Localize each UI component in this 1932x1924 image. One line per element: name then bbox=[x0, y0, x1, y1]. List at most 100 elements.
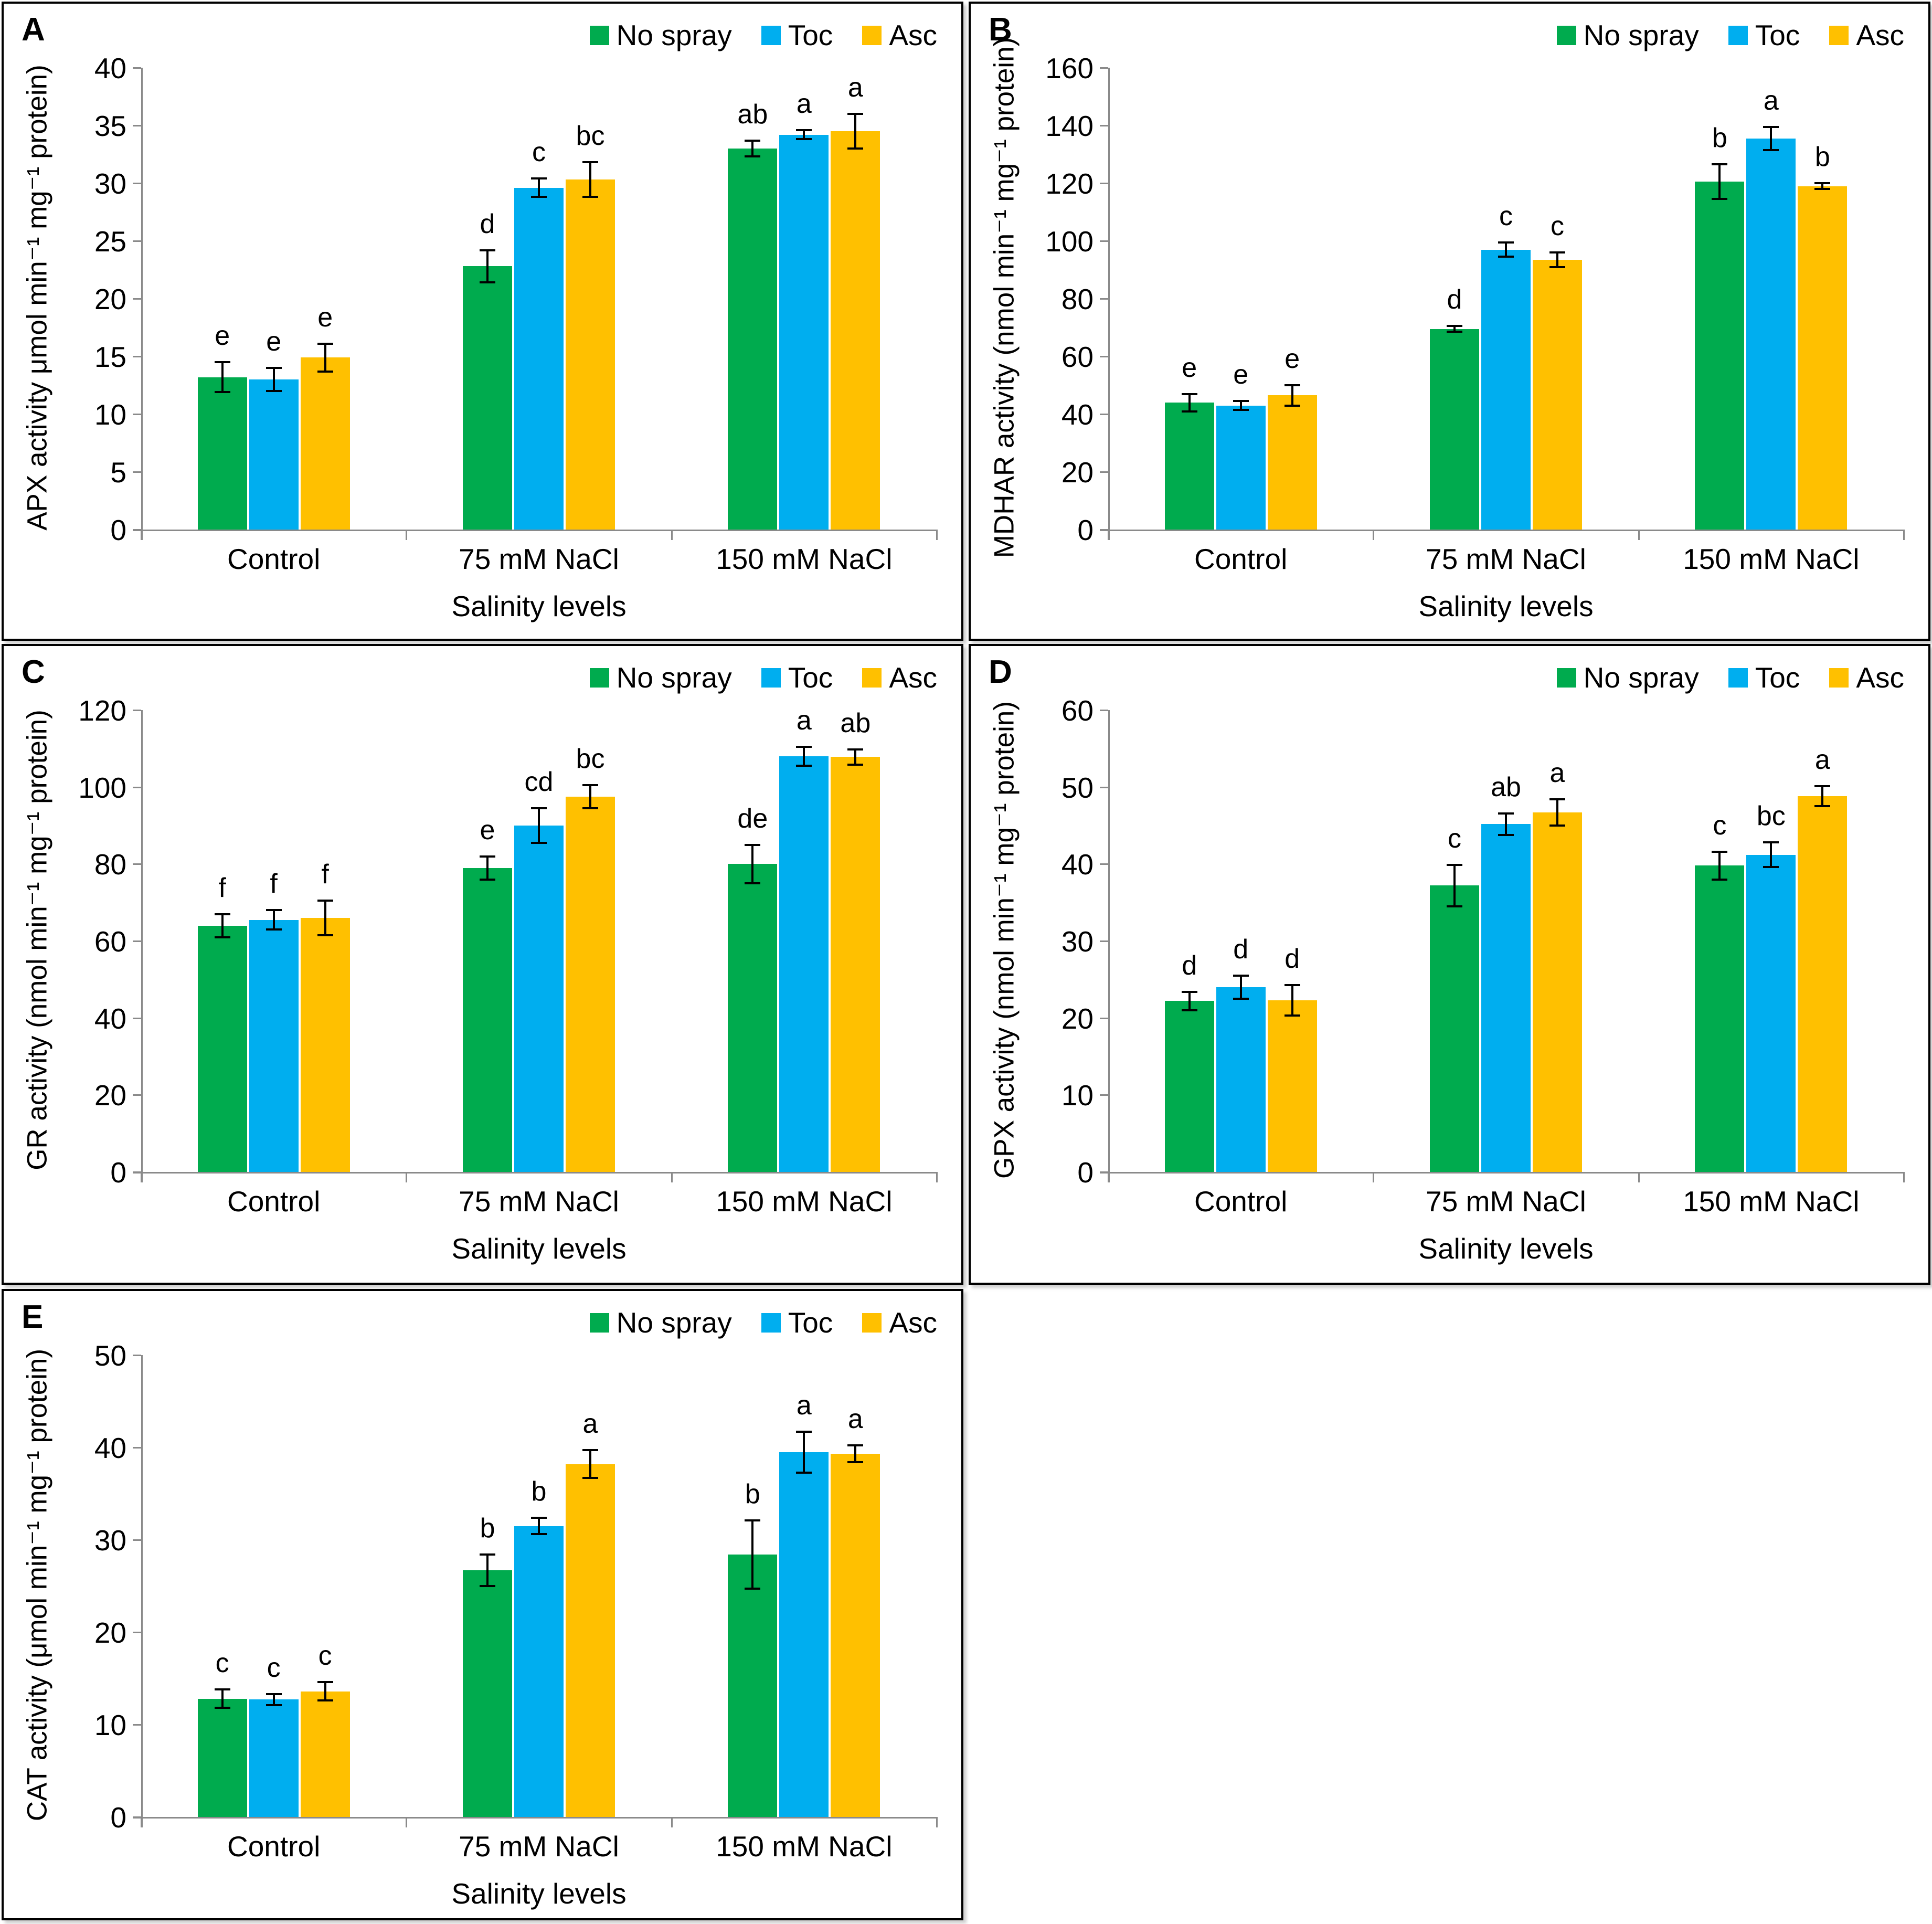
y-tick-label: 5 bbox=[110, 456, 126, 489]
x-tick bbox=[141, 1817, 142, 1827]
significance-letter: f bbox=[270, 869, 278, 900]
bar-asc-1 bbox=[566, 797, 615, 1172]
significance-letter: b bbox=[1814, 142, 1830, 172]
legend-swatch-toc-icon bbox=[1728, 25, 1748, 45]
legend-swatch-no-spray-icon bbox=[589, 25, 609, 45]
error-bar-line bbox=[1188, 394, 1191, 411]
bar-no-spray-2 bbox=[728, 864, 778, 1172]
y-tick bbox=[1100, 298, 1108, 300]
error-bar-line bbox=[272, 910, 275, 929]
bar-asc-0 bbox=[300, 918, 350, 1172]
y-tick-label: 120 bbox=[1045, 167, 1094, 200]
error-bar-cap-bottom bbox=[317, 370, 333, 373]
error-bar-line bbox=[1718, 164, 1721, 199]
error-bar-cap-bottom bbox=[317, 1699, 333, 1702]
y-tick-label: 40 bbox=[94, 1432, 126, 1464]
error-bar-cap-bottom bbox=[796, 1471, 812, 1474]
x-axis-title: Salinity levels bbox=[1418, 590, 1594, 622]
error-bar-cap-top bbox=[214, 1688, 230, 1691]
legend-label-no-spray: No spray bbox=[616, 19, 732, 51]
y-axis-line bbox=[141, 710, 143, 1182]
bar-toc-2 bbox=[779, 756, 829, 1172]
y-tick-label: 60 bbox=[1061, 694, 1094, 727]
bar-no-spray-2 bbox=[728, 1555, 778, 1817]
x-tick bbox=[1108, 530, 1109, 540]
legend-label-no-spray: No spray bbox=[1583, 19, 1699, 51]
x-axis-line bbox=[133, 1172, 937, 1174]
significance-letter: c bbox=[215, 1648, 229, 1679]
y-tick-label: 0 bbox=[110, 1156, 126, 1189]
error-bar-line bbox=[803, 746, 805, 766]
error-bar-cap-top bbox=[1233, 400, 1249, 403]
y-tick bbox=[1100, 1171, 1108, 1173]
panel-label-A: A bbox=[22, 12, 45, 48]
x-axis-line bbox=[133, 1817, 937, 1819]
error-bar-cap-top bbox=[847, 1444, 864, 1447]
legend-label-no-spray: No spray bbox=[1583, 661, 1699, 694]
error-bar-cap-top bbox=[796, 129, 812, 131]
error-bar-line bbox=[486, 856, 489, 880]
error-bar-cap-top bbox=[745, 843, 761, 846]
y-tick-label: 10 bbox=[1061, 1079, 1094, 1112]
error-bar-cap-top bbox=[1814, 785, 1831, 788]
category-label-150mm-nacl: 150 mM NaCl bbox=[716, 543, 893, 575]
significance-letter: cd bbox=[524, 767, 554, 797]
significance-letter: d bbox=[1447, 284, 1462, 315]
x-category-labels: Control 75 mM NaCl 150 mM NaCl bbox=[1108, 542, 1904, 576]
x-axis-title: Salinity levels bbox=[451, 1877, 627, 1910]
significance-letter: e bbox=[480, 815, 495, 845]
significance-letter: ab bbox=[1491, 771, 1521, 802]
bar-toc-1 bbox=[1481, 824, 1531, 1172]
bar-toc-0 bbox=[249, 919, 299, 1172]
legend-label-toc: Toc bbox=[1755, 19, 1800, 51]
error-bar-cap-top bbox=[1712, 850, 1728, 853]
significance-letter: c bbox=[1713, 810, 1727, 841]
category-label-150mm-nacl: 150 mM NaCl bbox=[716, 1830, 893, 1863]
error-bar-line bbox=[803, 1432, 805, 1473]
bar-toc-0 bbox=[1216, 987, 1266, 1172]
bar-no-spray-0 bbox=[1164, 1001, 1214, 1172]
error-bar-line bbox=[538, 1517, 540, 1535]
y-tick-label: 30 bbox=[94, 1524, 126, 1557]
y-tick bbox=[133, 1094, 141, 1096]
error-bar-cap-bottom bbox=[214, 936, 230, 938]
error-bar-cap-top bbox=[582, 1449, 598, 1452]
bar-no-spray-0 bbox=[197, 377, 247, 530]
legend-swatch-asc-icon bbox=[1829, 668, 1849, 688]
error-bar-cap-bottom bbox=[1763, 866, 1779, 869]
x-category-labels: Control 75 mM NaCl 150 mM NaCl bbox=[141, 1185, 937, 1218]
y-tick-label: 20 bbox=[94, 1616, 126, 1649]
y-tick bbox=[133, 940, 141, 942]
x-tick bbox=[141, 530, 142, 540]
y-tick bbox=[133, 1539, 141, 1541]
bar-no-spray-2 bbox=[1695, 182, 1745, 530]
y-tick bbox=[133, 67, 141, 69]
y-axis-line bbox=[1108, 710, 1110, 1182]
error-bar-line bbox=[221, 1689, 224, 1708]
y-tick-label: 20 bbox=[1061, 456, 1094, 489]
error-bar-cap-bottom bbox=[214, 391, 230, 394]
y-tick-label: 25 bbox=[94, 225, 126, 258]
error-bar-line bbox=[272, 1694, 275, 1706]
legend-swatch-no-spray-icon bbox=[589, 1313, 609, 1333]
x-tick bbox=[1108, 1172, 1109, 1182]
error-bar-line bbox=[1505, 242, 1507, 257]
y-tick-label: 20 bbox=[94, 1079, 126, 1112]
error-bar-cap-bottom bbox=[1284, 404, 1300, 407]
error-bar-cap-top bbox=[266, 367, 282, 369]
error-bar-line bbox=[1291, 985, 1293, 1016]
error-bar-cap-bottom bbox=[1284, 1014, 1300, 1017]
error-bar-line bbox=[1239, 401, 1242, 410]
y-tick bbox=[133, 414, 141, 415]
error-bar-cap-top bbox=[317, 900, 333, 902]
legend-label-asc: Asc bbox=[1856, 661, 1904, 694]
y-tick-label: 80 bbox=[1061, 283, 1094, 315]
error-bar-cap-top bbox=[1712, 163, 1728, 166]
y-tick-label: 35 bbox=[94, 110, 126, 142]
error-bar-line bbox=[1188, 991, 1191, 1010]
legend-label-asc: Asc bbox=[1856, 19, 1904, 51]
error-bar-cap-bottom bbox=[1447, 905, 1462, 907]
error-bar-cap-bottom bbox=[317, 934, 333, 936]
significance-letter: f bbox=[218, 872, 226, 903]
